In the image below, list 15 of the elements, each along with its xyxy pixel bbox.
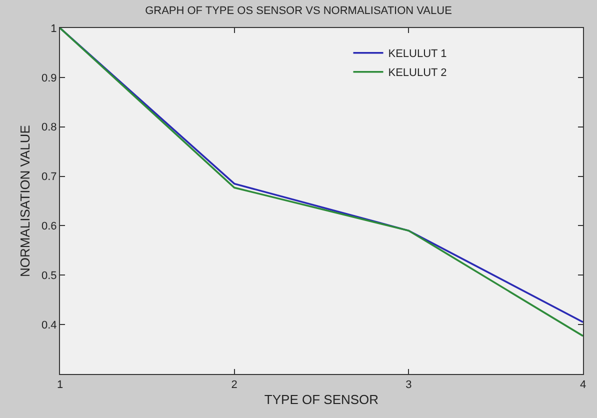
y-tick-label: 0.9 [42, 72, 57, 84]
x-tick-label: 2 [231, 379, 238, 392]
legend-label: KELULUT 2 [388, 67, 447, 80]
y-tick-label: 0.6 [42, 220, 57, 233]
y-tick-label: 0.8 [42, 122, 57, 134]
y-tick-label: 0.5 [42, 270, 57, 282]
x-axis-title: TYPE OF SENSOR [264, 392, 379, 407]
y-tick-label: 1 [50, 22, 57, 35]
y-tick-label: 0.7 [42, 171, 57, 184]
legend-label: KELULUT 1 [388, 48, 447, 60]
y-tick-label: 0.4 [42, 319, 57, 332]
x-tick-label: 4 [580, 379, 586, 392]
y-axis-title: NORMALISATION VALUE [17, 124, 32, 277]
chart-title: GRAPH OF TYPE OS SENSOR VS NORMALISATION VALUE [145, 4, 452, 17]
x-tick-label: 3 [406, 379, 412, 392]
